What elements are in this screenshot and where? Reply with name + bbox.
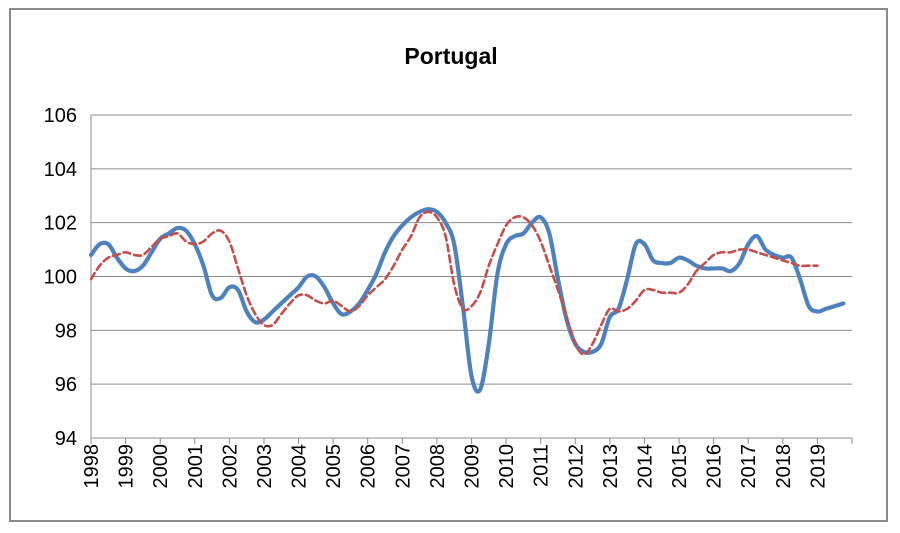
x-tick-label: 2009: [462, 444, 484, 489]
line-chart: Portugal 94 96 98 100 102 104 106 1998 1999 2000…: [44, 43, 853, 489]
x-tick-label: 2007: [392, 444, 414, 489]
x-tick-label: 2011: [531, 444, 553, 487]
x-tick-label: 1998: [81, 444, 103, 489]
x-tick-label: 2003: [254, 444, 276, 489]
x-tick-label: 2004: [289, 444, 311, 489]
x-tick-label: 2005: [323, 444, 345, 489]
x-tick-label: 2006: [358, 444, 380, 489]
x-tick-label: 2010: [496, 444, 518, 489]
chart-title: Portugal: [404, 43, 497, 69]
y-tick-label: 106: [44, 105, 77, 127]
x-tick-label: 2000: [150, 444, 172, 489]
x-tick-label: 2016: [704, 444, 726, 489]
x-tick-label: 2001: [185, 444, 207, 489]
x-tick-label: 2012: [565, 444, 587, 489]
chart-frame: Portugal 94 96 98 100 102 104 106 1998 1999 2000…: [9, 8, 888, 522]
x-tick-label: 2015: [669, 444, 691, 489]
series-line-dashed: [89, 210, 819, 356]
series-layer: [88, 207, 846, 394]
x-tick-label: 2014: [634, 444, 656, 489]
y-tick-label: 94: [55, 428, 77, 450]
x-tick-label: 2017: [738, 444, 760, 489]
y-tick-label: 104: [44, 159, 77, 181]
x-tick-label: 2002: [219, 444, 241, 489]
x-tick-label: 2008: [427, 444, 449, 489]
y-tick-label: 102: [44, 213, 77, 235]
y-tick-label: 98: [55, 320, 77, 342]
x-tick-label: 2013: [600, 444, 622, 489]
gridlines: [91, 114, 852, 385]
series-line-solid: [88, 207, 846, 394]
axes: [90, 115, 853, 444]
y-axis-tick-labels: 94 96 98 100 102 104 106: [44, 105, 77, 450]
x-tick-label: 2018: [773, 444, 795, 489]
x-tick-label: 2019: [807, 444, 829, 489]
y-tick-label: 100: [44, 267, 77, 289]
x-tick-label: 1999: [116, 444, 138, 489]
y-tick-label: 96: [55, 374, 77, 396]
x-axis-tick-labels: 1998 1999 2000 2001 2002 2003 2004 2005 2006 2007…: [81, 444, 829, 489]
